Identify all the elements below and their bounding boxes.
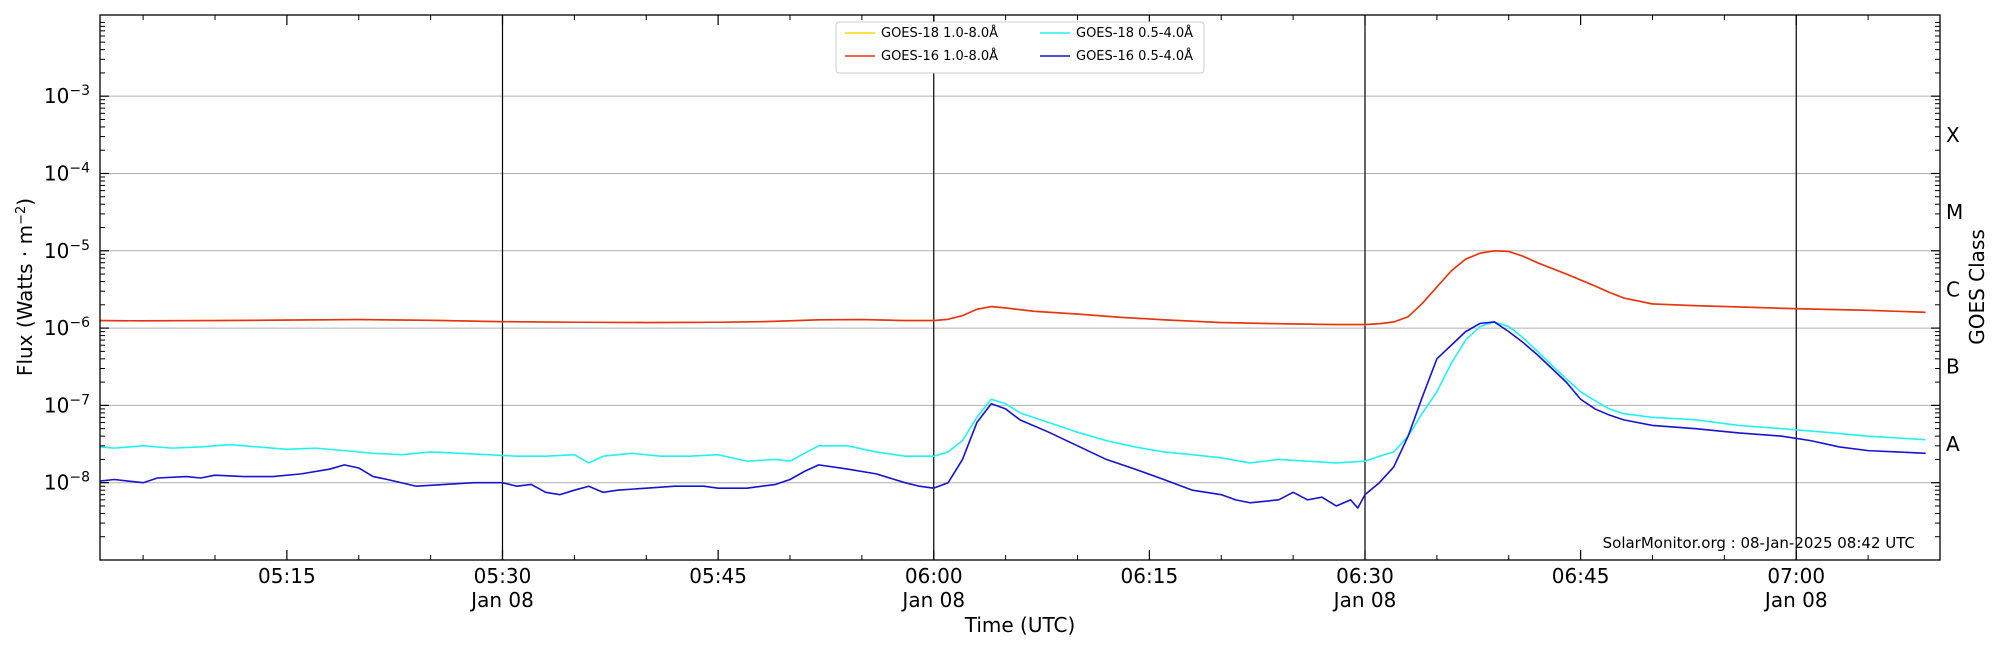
gridlines (100, 95, 1940, 484)
x-tick-label: 05:30 (474, 564, 532, 588)
y-tick-label: 10−6 (44, 315, 90, 340)
series-line-2 (99, 321, 1926, 464)
goes-class-label: A (1946, 432, 1960, 456)
y-axis-label-close: ) (13, 198, 37, 206)
y-tick-label: 10−8 (44, 470, 90, 495)
y-tick-label-base: 10 (44, 393, 69, 417)
series-line-0 (99, 249, 1926, 326)
y-tick-label-base: 10 (44, 161, 69, 185)
x-tick-label: 07:00 (1767, 564, 1825, 588)
legend-label: GOES-16 0.5-4.0Å (1076, 48, 1193, 64)
y-tick-label-base: 10 (44, 471, 69, 495)
y-axis-label-main: Flux (Watts · m (13, 225, 37, 376)
goes-class-label: C (1946, 277, 1960, 301)
date-boundary-lines (501, 15, 1797, 560)
legend: GOES-18 1.0-8.0Å GOES-16 1.0-8.0Å GOES-18 … (835, 21, 1205, 74)
x-tick-date-label: Jan 08 (1332, 588, 1397, 612)
goes-class-label: B (1946, 355, 1960, 379)
goes-class-axis-label: GOES Class (1965, 229, 1989, 345)
y-axis-label: Flux (Watts · m−2) (13, 198, 37, 376)
legend-box (835, 21, 1205, 74)
y-tick-label: 10−3 (44, 83, 90, 108)
x-tick-label: 06:00 (905, 564, 963, 588)
plot-frame (99, 14, 1941, 561)
credit-text: SolarMonitor.org : 08-Jan-2025 08:42 UTC (1603, 534, 1915, 552)
x-tick-label: 06:30 (1336, 564, 1394, 588)
y-tick-label-exponent: −4 (69, 160, 90, 176)
x-tick-label: 05:45 (689, 564, 747, 588)
x-axis-label: Time (UTC) (964, 613, 1076, 637)
goes-class-label: X (1946, 123, 1960, 147)
axis-ticks (100, 15, 1941, 560)
x-tick-label: 06:15 (1121, 564, 1179, 588)
y-tick-label: 10−5 (44, 238, 90, 263)
y-tick-label-base: 10 (44, 239, 69, 263)
y-tick-label-base: 10 (44, 316, 69, 340)
x-tick-date-label: Jan 08 (1763, 588, 1828, 612)
legend-label: GOES-16 1.0-8.0Å (881, 48, 998, 64)
y-tick-label-exponent: −8 (69, 470, 90, 486)
y-tick-label-exponent: −6 (69, 315, 90, 331)
x-tick-date-label: Jan 08 (900, 588, 965, 612)
y-tick-label: 10−7 (44, 392, 90, 417)
flux-series (99, 249, 1926, 509)
legend-label: GOES-18 0.5-4.0Å (1076, 25, 1193, 41)
y-tick-label-exponent: −5 (69, 238, 90, 254)
series-line-3 (99, 321, 1926, 509)
x-tick-label: 05:15 (258, 564, 316, 588)
legend-label: GOES-18 1.0-8.0Å (881, 25, 998, 41)
goes-class-label: M (1946, 200, 1963, 224)
y-tick-label-base: 10 (44, 84, 69, 108)
x-tick-date-label: Jan 08 (469, 588, 534, 612)
y-axis-label-exponent: −2 (14, 206, 29, 225)
y-tick-label: 10−4 (44, 160, 90, 185)
y-tick-label-exponent: −7 (69, 392, 90, 408)
series-line-1 (99, 249, 1926, 326)
y-tick-label-exponent: −3 (69, 83, 90, 99)
x-tick-label: 06:45 (1552, 564, 1610, 588)
